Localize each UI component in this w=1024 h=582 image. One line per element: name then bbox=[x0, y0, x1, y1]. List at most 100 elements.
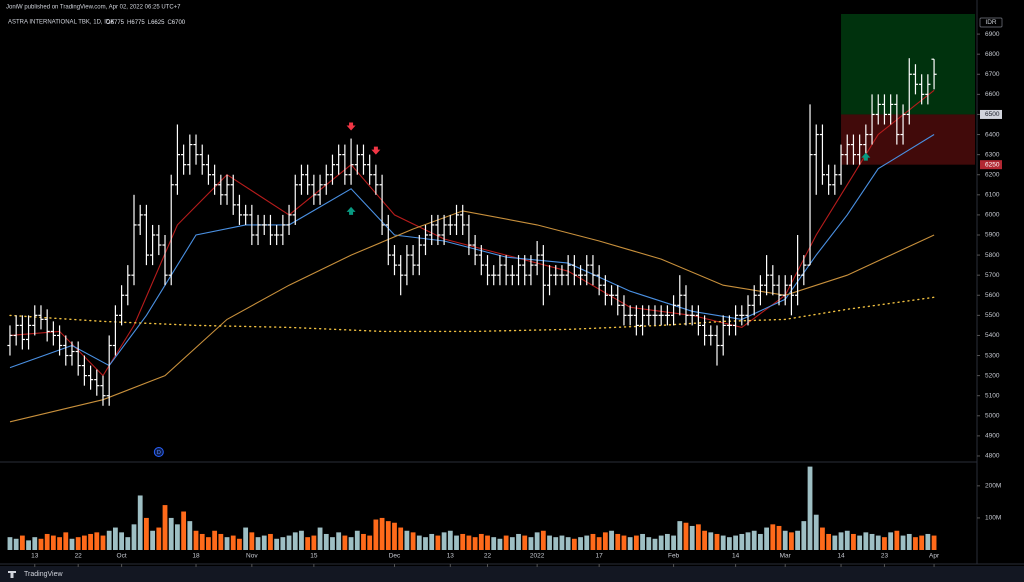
volume-bar bbox=[32, 537, 38, 550]
volume-bar bbox=[844, 530, 850, 550]
ohlc-value: 6625 bbox=[151, 20, 165, 26]
volume-bar bbox=[7, 537, 13, 550]
volume-bar bbox=[131, 524, 137, 550]
volume-bar bbox=[683, 522, 689, 550]
volume-bar bbox=[181, 511, 187, 550]
volume-bar bbox=[57, 537, 62, 550]
volume-bar bbox=[367, 535, 373, 550]
volume-bar bbox=[764, 527, 770, 550]
volume-bar bbox=[894, 530, 900, 550]
y-tick-label: 6400 bbox=[985, 131, 1000, 138]
y-tick-label: 6300 bbox=[985, 151, 1000, 158]
volume-bar bbox=[125, 537, 131, 550]
volume-bar bbox=[478, 533, 484, 550]
volume-bar bbox=[838, 532, 844, 550]
volume-bar bbox=[305, 537, 311, 550]
volume-bar bbox=[509, 537, 515, 550]
volume-bar bbox=[702, 530, 707, 550]
volume-bar bbox=[565, 537, 571, 550]
y-tick-label: 5000 bbox=[985, 413, 1000, 420]
volume-bar bbox=[516, 533, 521, 550]
volume-bar bbox=[782, 530, 788, 550]
x-tick-label: Mar bbox=[780, 553, 792, 560]
volume-bar bbox=[813, 514, 819, 550]
x-tick-label: Oct bbox=[117, 553, 127, 560]
x-tick-label: 13 bbox=[447, 553, 455, 560]
volume-bar bbox=[640, 533, 645, 550]
volume-bar bbox=[44, 533, 50, 550]
stop-label: 6250 bbox=[985, 161, 1000, 168]
volume-bar bbox=[602, 532, 608, 550]
volume-bar bbox=[578, 537, 583, 550]
volume-bar bbox=[875, 535, 881, 550]
volume-bar bbox=[857, 535, 863, 550]
volume-bar bbox=[497, 538, 503, 550]
volume-bar bbox=[584, 535, 590, 550]
volume-bar bbox=[726, 537, 732, 550]
volume-bar bbox=[206, 537, 211, 550]
y-tick-label: 6100 bbox=[985, 192, 1000, 199]
volume-bar bbox=[50, 535, 56, 550]
y-tick-label: 5500 bbox=[985, 312, 1000, 319]
volume-bar bbox=[106, 530, 112, 550]
volume-bar bbox=[559, 535, 565, 550]
ohlc-key: L bbox=[148, 20, 152, 26]
y-tick-label: 6000 bbox=[985, 212, 1000, 219]
volume-bar bbox=[218, 533, 224, 550]
entry-badge bbox=[980, 109, 1002, 119]
entry-label: 6500 bbox=[985, 111, 1000, 118]
volume-bar bbox=[330, 537, 335, 550]
volume-bar bbox=[404, 530, 410, 550]
x-tick-label: 14 bbox=[732, 553, 740, 560]
stop-badge bbox=[980, 160, 1002, 170]
volume-bar bbox=[689, 525, 695, 550]
volume-bar bbox=[919, 535, 925, 550]
volume-bar bbox=[485, 535, 490, 550]
ohlc-value: 6700 bbox=[172, 20, 186, 26]
volume-bar bbox=[882, 537, 887, 550]
volume-bar bbox=[342, 535, 348, 550]
volume-bar bbox=[664, 533, 670, 550]
volume-bar bbox=[534, 532, 540, 550]
ohlc-value: 6775 bbox=[131, 20, 145, 26]
volume-bar bbox=[100, 535, 106, 550]
y-tick-label: 5900 bbox=[985, 232, 1000, 239]
volume-bar bbox=[286, 535, 292, 550]
y-tick-label: 6200 bbox=[985, 171, 1000, 178]
volume-bar bbox=[280, 537, 286, 550]
y-tick-label: 5700 bbox=[985, 272, 1000, 279]
volume-bar bbox=[255, 537, 261, 550]
volume-bar bbox=[137, 495, 143, 550]
signal-arrow bbox=[861, 152, 871, 161]
currency-label: IDR bbox=[985, 19, 997, 26]
ohlc-value: 6775 bbox=[111, 20, 125, 26]
volume-bar bbox=[373, 519, 379, 550]
volume-bar bbox=[503, 535, 509, 550]
volume-bar bbox=[913, 537, 918, 550]
volume-bar bbox=[69, 538, 75, 550]
x-tick-label: Apr bbox=[929, 553, 940, 560]
signal-arrow bbox=[346, 122, 356, 131]
volume-bar bbox=[75, 537, 81, 550]
volume-bar bbox=[776, 525, 782, 550]
volume-bar bbox=[571, 538, 577, 550]
volume-bar bbox=[869, 533, 875, 550]
volume-bar bbox=[615, 533, 621, 550]
volume-bar bbox=[739, 533, 745, 550]
volume-bar bbox=[906, 533, 912, 550]
volume-bar bbox=[88, 533, 93, 550]
dividend-marker bbox=[153, 447, 164, 457]
volume-bar bbox=[212, 530, 218, 550]
x-tick-label: 13 bbox=[31, 553, 39, 560]
volume-bar bbox=[156, 527, 162, 550]
ohlc-key: C bbox=[167, 20, 172, 26]
volume-bar bbox=[268, 533, 273, 550]
volume-bar bbox=[770, 524, 776, 550]
volume-bar bbox=[646, 537, 652, 550]
volume-bar bbox=[751, 530, 757, 550]
volume-bar bbox=[361, 533, 366, 550]
x-tick-label: 22 bbox=[75, 553, 83, 560]
volume-bar bbox=[237, 538, 242, 550]
volume-bar bbox=[311, 535, 317, 550]
volume-bar bbox=[900, 535, 906, 550]
